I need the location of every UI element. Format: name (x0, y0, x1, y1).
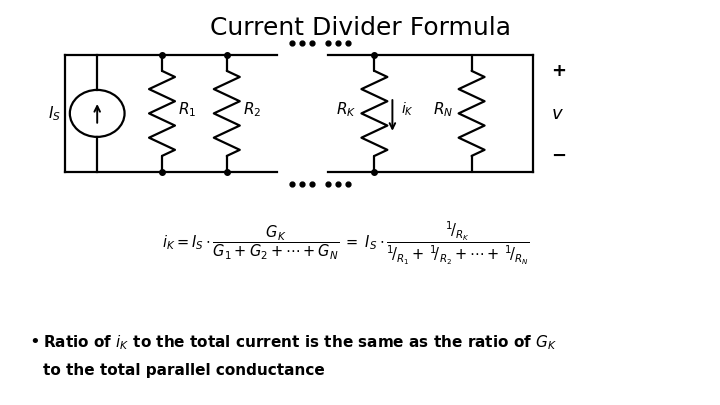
Text: $i_K = I_S \cdot \dfrac{G_K}{G_1 + G_2 + \cdots + G_N}\;=\; I_S \cdot \dfrac{^1\: $i_K = I_S \cdot \dfrac{G_K}{G_1 + G_2 +… (162, 220, 529, 266)
Text: $R_2$: $R_2$ (243, 100, 261, 119)
Text: Current Divider Formula: Current Divider Formula (210, 16, 510, 40)
Text: $v$: $v$ (551, 105, 564, 123)
Text: $i_K$: $i_K$ (401, 101, 414, 118)
Text: •: • (29, 333, 40, 351)
Text: $R_N$: $R_N$ (433, 100, 454, 119)
Text: $I_S$: $I_S$ (48, 104, 61, 123)
Text: +: + (551, 62, 566, 80)
Text: $R_K$: $R_K$ (336, 100, 356, 119)
Text: $R_1$: $R_1$ (178, 100, 196, 119)
Text: to the total parallel conductance: to the total parallel conductance (43, 363, 325, 378)
Text: −: − (551, 147, 566, 165)
Text: Ratio of $i_K$ to the total current is the same as the ratio of $G_K$: Ratio of $i_K$ to the total current is t… (43, 333, 557, 352)
